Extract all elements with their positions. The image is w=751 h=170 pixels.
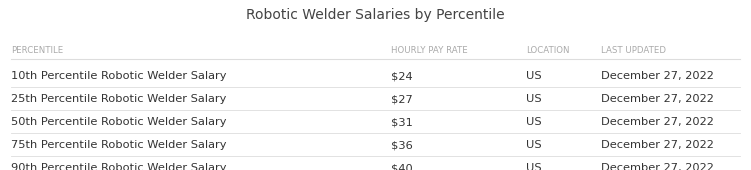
Text: LOCATION: LOCATION: [526, 46, 569, 55]
Text: 50th Percentile Robotic Welder Salary: 50th Percentile Robotic Welder Salary: [11, 117, 227, 127]
Text: US: US: [526, 94, 541, 104]
Text: $24: $24: [391, 71, 412, 81]
Text: US: US: [526, 71, 541, 81]
Text: $27: $27: [391, 94, 412, 104]
Text: 10th Percentile Robotic Welder Salary: 10th Percentile Robotic Welder Salary: [11, 71, 227, 81]
Text: $40: $40: [391, 163, 412, 170]
Text: 90th Percentile Robotic Welder Salary: 90th Percentile Robotic Welder Salary: [11, 163, 227, 170]
Text: December 27, 2022: December 27, 2022: [601, 117, 713, 127]
Text: US: US: [526, 117, 541, 127]
Text: LAST UPDATED: LAST UPDATED: [601, 46, 666, 55]
Text: $36: $36: [391, 140, 412, 150]
Text: 25th Percentile Robotic Welder Salary: 25th Percentile Robotic Welder Salary: [11, 94, 227, 104]
Text: December 27, 2022: December 27, 2022: [601, 94, 713, 104]
Text: US: US: [526, 140, 541, 150]
Text: $31: $31: [391, 117, 412, 127]
Text: December 27, 2022: December 27, 2022: [601, 163, 713, 170]
Text: Robotic Welder Salaries by Percentile: Robotic Welder Salaries by Percentile: [246, 8, 505, 22]
Text: HOURLY PAY RATE: HOURLY PAY RATE: [391, 46, 467, 55]
Text: US: US: [526, 163, 541, 170]
Text: December 27, 2022: December 27, 2022: [601, 71, 713, 81]
Text: December 27, 2022: December 27, 2022: [601, 140, 713, 150]
Text: PERCENTILE: PERCENTILE: [11, 46, 64, 55]
Text: 75th Percentile Robotic Welder Salary: 75th Percentile Robotic Welder Salary: [11, 140, 227, 150]
